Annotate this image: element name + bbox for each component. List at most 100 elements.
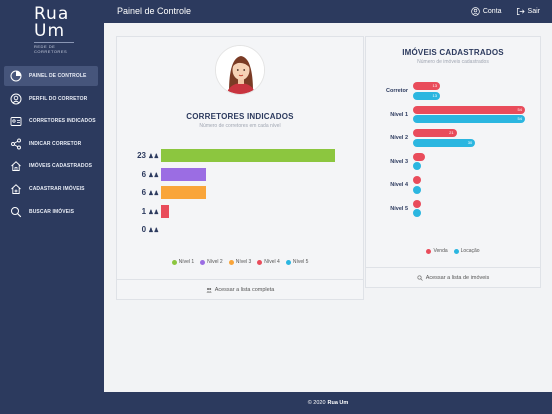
registered-properties-card: IMÓVEIS CADASTRADOS Número de imóveis ca… (365, 36, 541, 288)
bar-row: 23 ♟♟ (129, 149, 359, 163)
logout-button[interactable]: Sair (516, 7, 540, 16)
bar-row: Nível 2 21 30 (366, 128, 542, 148)
logo-line-2: Um (34, 21, 66, 41)
legend-dot (200, 259, 206, 265)
sidebar-item-perfil-do-corretor[interactable]: PERFIL DO CORRETOR (4, 89, 98, 109)
legend-label: Nível 2 (207, 259, 223, 265)
category-label: Nível 1 (390, 111, 408, 118)
bar-locacao[interactable] (413, 162, 421, 170)
legend-label: Nível 3 (235, 259, 252, 265)
sidebar-item-buscar-imoveis[interactable]: BUSCAR IMÓVEIS (4, 202, 98, 222)
legend-dot (285, 259, 291, 265)
bar-locacao[interactable]: 54 (413, 115, 525, 123)
sidebar-item-label: CORRETORES INDICADOS (29, 118, 96, 125)
logo: Rua Um REDE DE CORRETORES (0, 6, 104, 54)
referred-brokers-card: CORRETORES INDICADOS Número de corretore… (116, 36, 364, 300)
legend-item[interactable]: Nível 4 (257, 259, 280, 265)
legend-item[interactable]: Nível 2 (200, 259, 223, 265)
sidebar-item-painel-de-controle[interactable]: PAINEL DE CONTROLE (4, 66, 98, 86)
bar-venda[interactable] (413, 152, 425, 161)
copyright-text: © 2020 (307, 400, 326, 406)
search-icon (417, 274, 423, 281)
legend-label: Nível 1 (178, 259, 195, 265)
legend-item[interactable]: Nível 3 (228, 259, 252, 265)
sidebar-item-label: IMÓVEIS CADASTRADOS (29, 163, 93, 170)
bar-row: Nível 5 (366, 199, 542, 219)
category-label: Nível 2 (390, 135, 408, 141)
bar-venda[interactable]: 21 (413, 129, 457, 137)
bar-venda[interactable]: 54 (413, 105, 525, 114)
sidebar-item-indicar-corretor[interactable]: INDICAR CORRETOR (4, 134, 98, 154)
legend-dot (257, 259, 263, 265)
bar-row: 6 ♟♟ (129, 167, 359, 182)
card-subtitle: Número de imóveis cadastrados (417, 59, 489, 65)
users-icon (206, 287, 212, 292)
logo-tagline: REDE DE CORRETORES (34, 42, 74, 54)
category-label: Nível 5 (390, 205, 408, 212)
bar-nivel-2[interactable] (161, 167, 207, 181)
bar-row: Corretor 13 13 (366, 81, 542, 101)
card-title: IMÓVEIS CADASTRADOS (402, 48, 504, 57)
legend-dot (426, 248, 432, 254)
header-actions: Conta Sair (471, 7, 540, 16)
users-icon: ♟♟ (148, 172, 159, 179)
referral-icon (10, 117, 22, 127)
legend-item[interactable]: Locação (453, 248, 480, 254)
bar-nivel-1[interactable] (161, 149, 335, 162)
logo-line-1: Rua (34, 4, 70, 24)
sidebar-item-imoveis-cadastrados[interactable]: IMÓVEIS CADASTRADOS (4, 156, 98, 176)
bar-nivel-4[interactable] (161, 204, 169, 218)
bar-value-label: 0 ♟♟ (141, 225, 159, 234)
bar-locacao[interactable] (413, 209, 421, 217)
bar-row: 6 ♟♟ (129, 186, 359, 200)
property-list-link[interactable]: Acessar a lista de imóveis (366, 267, 540, 287)
bar-locacao[interactable] (413, 185, 421, 194)
bar-nivel-3[interactable] (161, 186, 207, 199)
chart-legend: Venda Locação (366, 248, 540, 254)
legend-item[interactable]: Nível 1 (171, 259, 195, 265)
account-button[interactable]: Conta (471, 7, 502, 16)
legend-dot (453, 248, 459, 254)
bar-venda[interactable] (413, 176, 421, 184)
users-icon: ♟♟ (148, 209, 159, 216)
sidebar-item-cadastrar-imoveis[interactable]: CADASTRAR IMÓVEIS (4, 179, 98, 199)
legend-label: Nível 4 (264, 259, 280, 265)
bar-value-label: 6 ♟♟ (141, 188, 159, 197)
share-icon (11, 138, 21, 150)
legend-label: Nível 5 (292, 259, 309, 265)
home-icon (11, 161, 21, 172)
home-add-icon (11, 184, 21, 194)
logout-icon (516, 7, 525, 16)
property-list-label: Acessar a lista de imóveis (425, 274, 490, 281)
sidebar-item-corretores-indicados[interactable]: CORRETORES INDICADOS (4, 111, 98, 131)
users-icon: ♟♟ (148, 154, 159, 160)
bar-locacao[interactable]: 30 (413, 138, 476, 147)
footer-brand: Rua Um (327, 400, 349, 406)
bar-locacao[interactable]: 13 (413, 91, 440, 100)
avatar-illustration (216, 46, 264, 94)
sidebar-nav: PAINEL DE CONTROLE PERFIL DO CORRETOR CO… (4, 66, 98, 224)
card-title: CORRETORES INDICADOS (186, 112, 294, 121)
sidebar-item-label: PERFIL DO CORRETOR (29, 95, 88, 102)
bar-row: Nível 4 (366, 175, 542, 195)
top-header: Painel de Controle Conta Sair (104, 0, 552, 23)
bar-venda[interactable]: 13 (413, 82, 440, 90)
bar-venda[interactable] (413, 199, 421, 208)
full-list-link[interactable]: Acessar a lista completa (117, 279, 363, 299)
users-icon: ♟♟ (148, 191, 159, 197)
category-label: Corretor (385, 88, 408, 94)
full-list-label: Acessar a lista completa (214, 286, 275, 293)
bar-value-label: 1 ♟♟ (141, 206, 159, 216)
bar-row: 0 ♟♟ (129, 223, 359, 237)
legend-item[interactable]: Venda (426, 248, 448, 254)
logout-label: Sair (527, 8, 540, 15)
sidebar: Rua Um REDE DE CORRETORES PAINEL DE CONT… (0, 0, 104, 414)
bar-row: 1 ♟♟ (129, 204, 359, 219)
sidebar-item-label: INDICAR CORRETOR (29, 140, 82, 147)
user-circle-icon (471, 7, 480, 16)
chart-legend: Nível 1 Nível 2 Nível 3 Nível 4 Nível 5 (117, 259, 363, 265)
bar-value-label: 23 ♟♟ (137, 151, 159, 160)
legend-item[interactable]: Nível 5 (285, 259, 309, 265)
category-label: Nível 4 (390, 182, 408, 188)
category-label: Nível 3 (390, 158, 408, 165)
